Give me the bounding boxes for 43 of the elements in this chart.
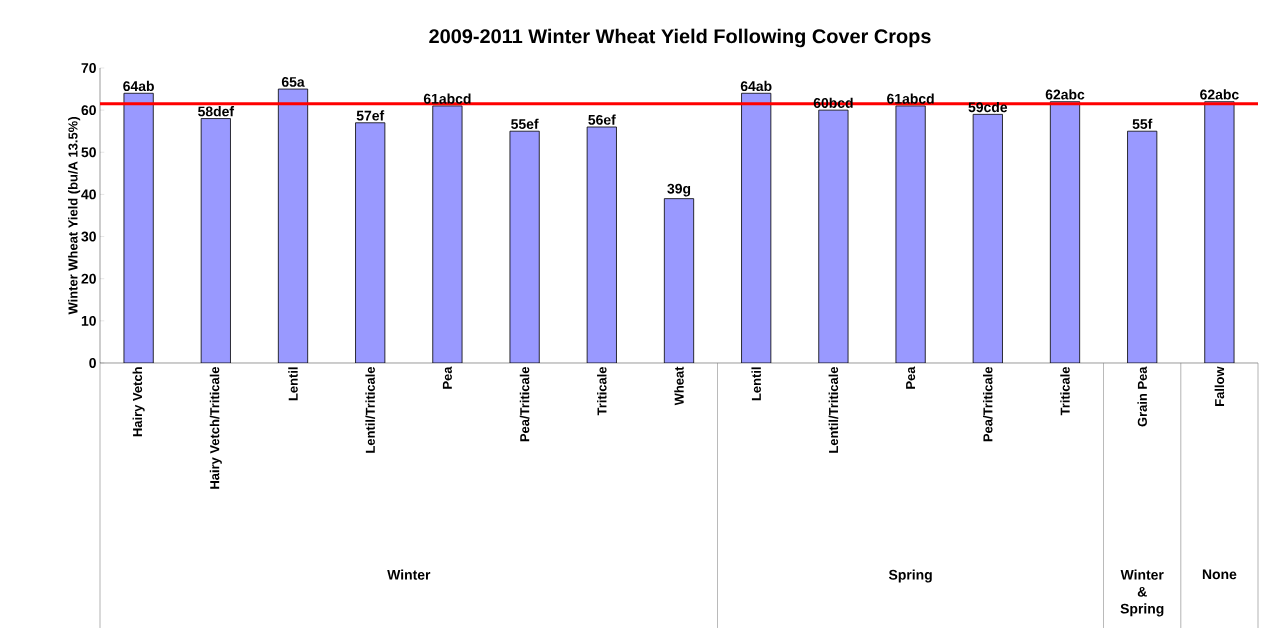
x-tick-label: Triticale	[597, 366, 607, 416]
y-tick-label: 20	[81, 273, 96, 284]
data-label: 58def	[198, 105, 235, 117]
y-tick-label: 0	[89, 357, 96, 368]
x-tick-label: Wheat	[674, 366, 684, 406]
x-tick-label: Pea/Triticale	[982, 366, 993, 442]
y-tick-label: 30	[81, 231, 96, 242]
x-tick-label: Pea	[906, 366, 916, 389]
y-tick-label: 60	[81, 105, 96, 115]
x-tick-label: Fallow	[1214, 366, 1225, 406]
x-tick-label: Triticale	[1060, 366, 1070, 416]
data-label: 64ab	[123, 80, 154, 91]
data-label: 61abcd	[887, 93, 934, 104]
data-label: 55ef	[511, 118, 539, 129]
y-tick-label: 70	[81, 62, 96, 73]
x-tick-label: Lentil/Triticale	[828, 366, 839, 453]
text: Spring	[888, 569, 932, 583]
x-tick-label: Lentil	[751, 367, 761, 401]
y-axis-title: Winter Wheat Yield (bu/A 13.5%)	[68, 116, 81, 315]
x-tick-label: Pea	[442, 366, 452, 389]
data-label: 65a	[281, 76, 305, 87]
x-tick-label: Pea/Triticale	[519, 366, 530, 442]
data-label: 61abcd	[423, 93, 471, 104]
text: Winter	[387, 569, 431, 580]
data-label: 60bcd	[813, 97, 853, 108]
y-tick-label: 40	[81, 189, 96, 200]
x-tick-label: Lentil	[288, 367, 298, 401]
text: Winter & Spring	[1120, 569, 1164, 617]
x-tick-label: Hairy Vetch/Triticale	[209, 366, 222, 489]
data-label: 62abc	[1200, 89, 1239, 100]
data-label: 64ab	[740, 80, 772, 91]
data-label: 57ef	[356, 110, 385, 121]
data-label: 55f	[1132, 118, 1153, 129]
chart-title: 2009-2011 Winter Wheat Yield Following Cover Crops	[429, 28, 931, 48]
y-tick-label: 50	[81, 147, 96, 158]
data-label: 62abc	[1045, 89, 1085, 100]
x-tick-label: Grain Pea	[1137, 366, 1147, 427]
y-tick-label: 10	[81, 315, 96, 326]
text: None	[1202, 569, 1237, 580]
data-label: 39g	[667, 183, 691, 197]
x-tick-label: Hairy Vetch	[132, 367, 145, 437]
x-tick-label: Lentil/Triticale	[365, 366, 376, 453]
data-label: 56ef	[588, 114, 616, 125]
